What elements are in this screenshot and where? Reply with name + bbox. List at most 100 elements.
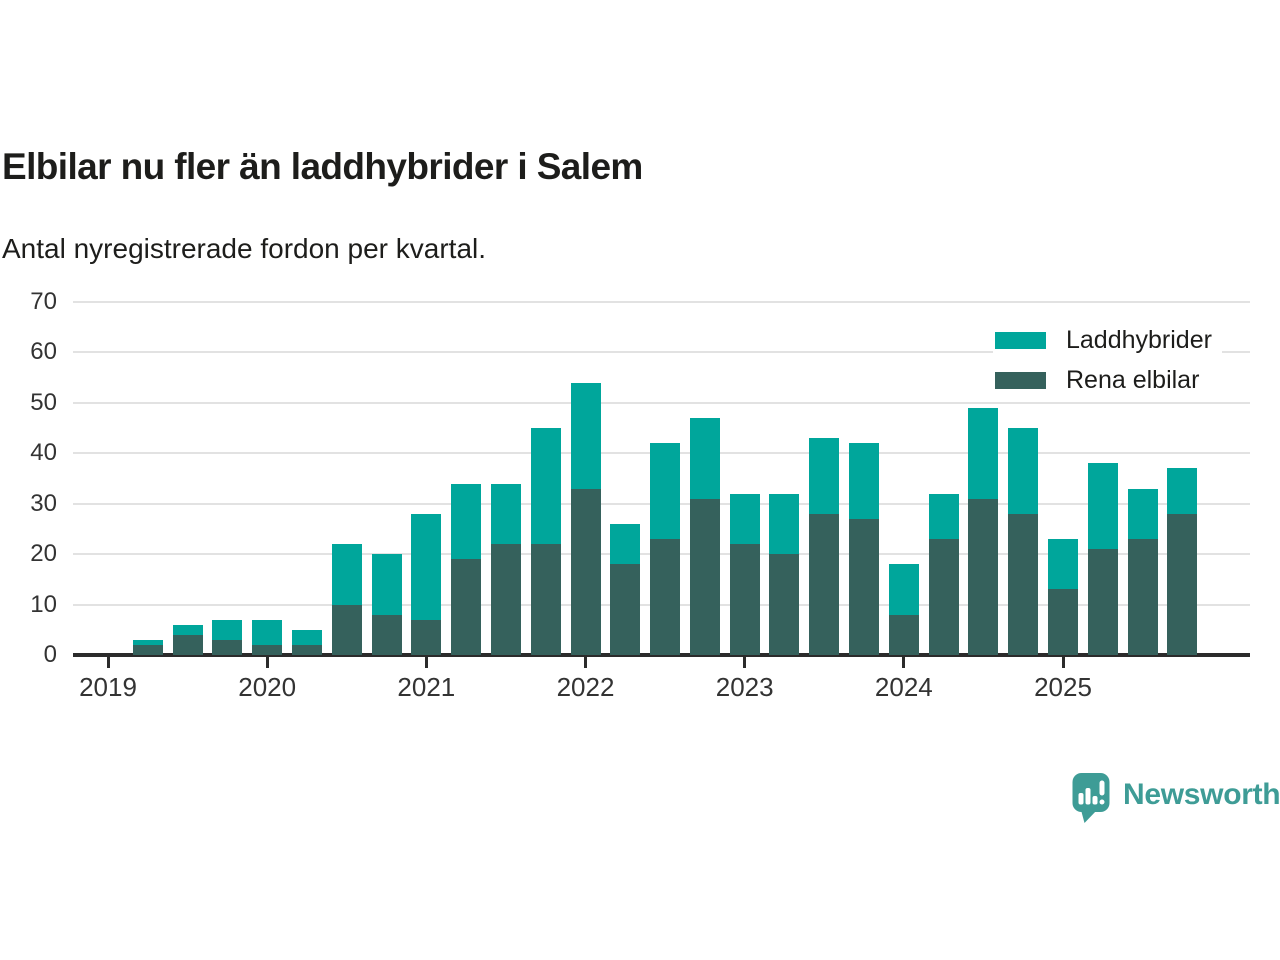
y-tick-label-0: 0 [7,643,57,667]
bar-2021-q4 [531,428,561,655]
bar-2020-q3 [332,544,362,655]
x-tick-2020 [266,657,269,668]
segment-laddhybrider [1008,428,1038,514]
segment-rena-elbilar [769,554,799,655]
brand-name: Newsworthy [1123,778,1280,812]
x-tick-label-2021: 2021 [366,672,486,703]
x-tick-label-2023: 2023 [685,672,805,703]
x-tick-2022 [584,657,587,668]
brand-footer: Newsworthy [1072,772,1280,824]
segment-laddhybrider [133,640,163,645]
legend-item-rena-elbilar: Rena elbilar [993,366,1222,395]
x-tick-label-2019: 2019 [48,672,168,703]
segment-rena-elbilar [252,645,282,655]
gridline-70 [73,301,1250,303]
legend-label-rena-elbilar: Rena elbilar [1066,366,1199,395]
segment-rena-elbilar [212,640,242,655]
x-tick-label-2022: 2022 [526,672,646,703]
bar-2024-q4 [1008,428,1038,655]
segment-laddhybrider [1048,539,1078,589]
segment-laddhybrider [849,443,879,519]
segment-laddhybrider [929,494,959,539]
segment-rena-elbilar [929,539,959,655]
segment-laddhybrider [252,620,282,645]
segment-laddhybrider [650,443,680,539]
segment-laddhybrider [292,630,322,645]
segment-laddhybrider [531,428,561,544]
segment-rena-elbilar [650,539,680,655]
x-tick-label-2020: 2020 [207,672,327,703]
bar-2023-q3 [809,438,839,655]
segment-rena-elbilar [1088,549,1118,655]
bar-2022-q1 [571,383,601,655]
bar-2025-q1 [1048,539,1078,655]
segment-laddhybrider [411,514,441,620]
y-tick-label-10: 10 [7,593,57,617]
bar-2020-q1 [252,620,282,655]
segment-laddhybrider [173,625,203,635]
segment-rena-elbilar [491,544,521,655]
legend-swatch-rena-elbilar [995,372,1046,389]
bar-2025-q2 [1088,463,1118,655]
x-tick-2024 [902,657,905,668]
legend-label-laddhybrider: Laddhybrider [1066,326,1212,355]
segment-laddhybrider [1088,463,1118,549]
x-tick-2023 [743,657,746,668]
segment-rena-elbilar [1167,514,1197,655]
segment-rena-elbilar [133,645,163,655]
segment-rena-elbilar [849,519,879,655]
bar-2023-q4 [849,443,879,655]
segment-rena-elbilar [1048,589,1078,655]
segment-rena-elbilar [372,615,402,655]
bar-2021-q1 [411,514,441,655]
newsworthy-logo-icon [1072,772,1111,824]
segment-rena-elbilar [1128,539,1158,655]
y-tick-label-30: 30 [7,492,57,516]
bar-2019-q2 [133,640,163,655]
bar-2020-q4 [372,554,402,655]
segment-laddhybrider [809,438,839,514]
bar-2025-q4 [1167,468,1197,655]
bar-2021-q3 [491,484,521,655]
legend: Laddhybrider Rena elbilar [993,326,1222,406]
segment-laddhybrider [451,484,481,560]
bar-2019-q4 [212,620,242,655]
segment-rena-elbilar [968,499,998,655]
bar-2023-q1 [730,494,760,655]
bar-2023-q2 [769,494,799,655]
y-tick-label-20: 20 [7,542,57,566]
segment-laddhybrider [332,544,362,605]
segment-rena-elbilar [411,620,441,655]
segment-rena-elbilar [173,635,203,655]
legend-item-laddhybrider: Laddhybrider [993,326,1222,355]
y-tick-label-50: 50 [7,391,57,415]
segment-laddhybrider [610,524,640,564]
segment-laddhybrider [491,484,521,545]
y-tick-label-60: 60 [7,340,57,364]
segment-rena-elbilar [809,514,839,655]
segment-rena-elbilar [571,489,601,655]
segment-rena-elbilar [730,544,760,655]
segment-laddhybrider [571,383,601,489]
bar-2025-q3 [1128,489,1158,655]
segment-rena-elbilar [531,544,561,655]
bar-2022-q3 [650,443,680,655]
segment-laddhybrider [1167,468,1197,513]
bar-2019-q3 [173,625,203,655]
bar-2024-q1 [889,564,919,655]
segment-laddhybrider [968,408,998,499]
bar-2022-q4 [690,418,720,655]
segment-laddhybrider [690,418,720,499]
segment-rena-elbilar [292,645,322,655]
stacked-bar-chart: 010203040506070 201920202021202220232024… [0,0,1280,730]
bar-2024-q3 [968,408,998,655]
segment-rena-elbilar [889,615,919,655]
segment-laddhybrider [212,620,242,640]
bar-2021-q2 [451,484,481,655]
segment-laddhybrider [372,554,402,615]
segment-rena-elbilar [690,499,720,655]
segment-rena-elbilar [610,564,640,655]
segment-laddhybrider [1128,489,1158,539]
segment-rena-elbilar [332,605,362,655]
segment-laddhybrider [769,494,799,555]
